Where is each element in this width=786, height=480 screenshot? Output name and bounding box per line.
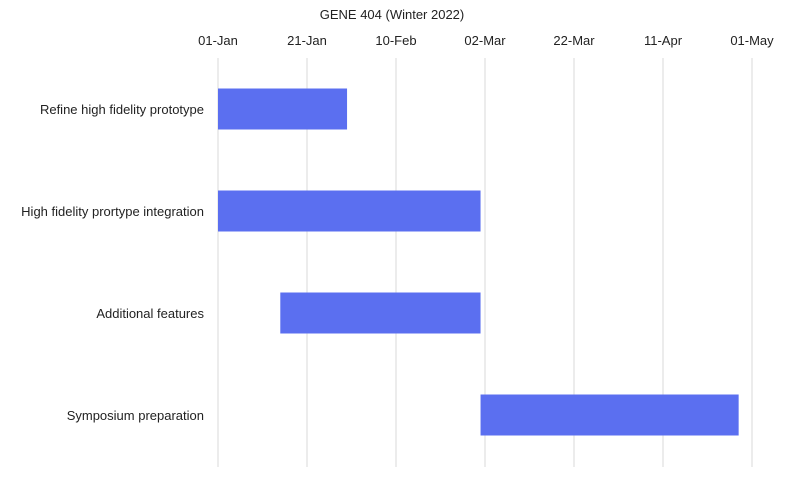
x-tick-label: 10-Feb <box>375 33 416 48</box>
task-bar <box>218 88 348 130</box>
x-tick-label: 01-May <box>730 33 774 48</box>
task-label: Symposium preparation <box>67 408 204 423</box>
x-tick-label: 11-Apr <box>644 33 683 48</box>
task-label: Refine high fidelity prototype <box>40 102 204 117</box>
task-label: Additional features <box>96 306 204 321</box>
x-tick-label: 21-Jan <box>287 33 327 48</box>
task-bar <box>280 292 481 334</box>
x-tick-label: 02-Mar <box>464 33 506 48</box>
task-bars <box>218 88 739 436</box>
task-labels: Refine high fidelity prototype High fidel… <box>21 102 204 423</box>
task-bar <box>480 394 739 436</box>
x-tick-label: 01-Jan <box>198 33 238 48</box>
x-axis-ticks: 01-Jan 21-Jan 10-Feb 02-Mar 22-Mar 11-Apr 01-M… <box>198 33 774 48</box>
x-tick-label: 22-Mar <box>553 33 595 48</box>
task-label: High fidelity prortype integration <box>21 204 204 219</box>
chart-title: GENE 404 (Winter 2022) <box>320 7 465 22</box>
task-bar <box>218 190 481 232</box>
